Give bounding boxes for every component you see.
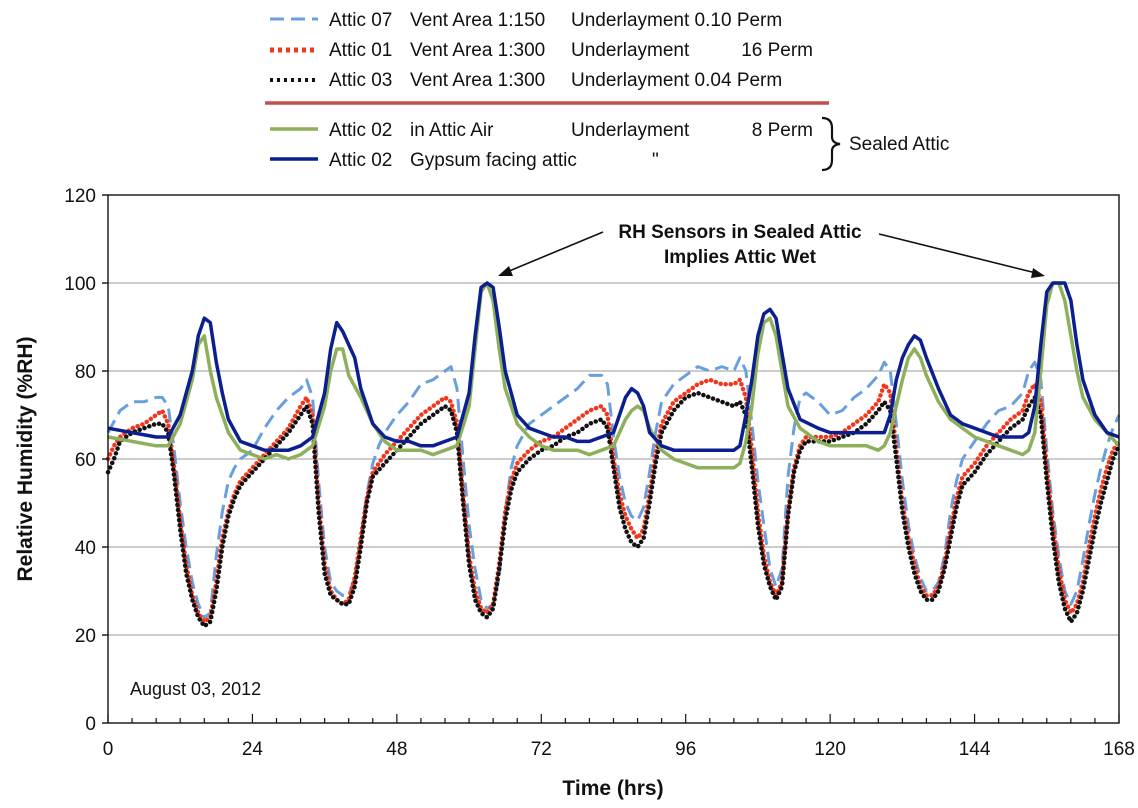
x-tick-label: 168 [1103, 739, 1135, 760]
x-tick-label: 0 [103, 739, 114, 760]
legend-attic-label: Attic 07 [329, 10, 392, 31]
legend-vent-label: Gypsum facing attic [410, 150, 577, 171]
series-attic07 [106, 356, 1121, 619]
x-axis-ticks: 0 24 48 72 96 120 144 168 [103, 714, 1135, 760]
x-tick-label: 24 [242, 739, 264, 760]
sealed-attic-bracket [821, 116, 841, 172]
legend-entry-attic02-gypsum: Attic 02 Gypsum facing attic " [270, 150, 659, 171]
x-axis-title: Time (hrs) [562, 777, 663, 800]
legend-entry-attic02-air: Attic 02 in Attic Air Underlayment 8 Per… [270, 120, 813, 141]
x-tick-label: 144 [959, 739, 991, 760]
date-label: August 03, 2012 [130, 679, 261, 699]
annotation-arrow-right [878, 233, 1041, 275]
legend-attic-label: Attic 02 [329, 150, 392, 171]
legend-attic-label: Attic 03 [329, 70, 392, 91]
legend-vent-label: Vent Area 1:300 [410, 40, 545, 61]
legend-entry-attic03: Attic 03 Vent Area 1:300 Underlayment 0.… [270, 70, 782, 91]
y-tick-label: 60 [75, 450, 96, 471]
annotation-line1: RH Sensors in Sealed Attic [618, 222, 862, 243]
series-attic01 [105, 377, 1122, 625]
y-axis-title: Relative Humidity (%RH) [14, 336, 37, 581]
legend: Attic 07 Vent Area 1:150 Underlayment 0.… [265, 10, 949, 172]
series-layer [105, 281, 1122, 629]
y-tick-label: 80 [75, 362, 96, 383]
y-tick-label: 20 [75, 626, 96, 647]
y-tick-label: 40 [75, 538, 96, 559]
annotation-arrow-left [501, 231, 604, 275]
legend-ditto-mark: " [652, 150, 659, 171]
x-tick-label: 120 [814, 739, 846, 760]
legend-underlayment-label: Underlayment [571, 120, 690, 141]
legend-vent-label: in Attic Air [410, 120, 494, 141]
legend-entry-attic07: Attic 07 Vent Area 1:150 Underlayment 0.… [270, 10, 782, 31]
legend-perm-label: 8 Perm [752, 120, 813, 141]
annotation-line2: Implies Attic Wet [664, 247, 817, 268]
legend-underlayment-label: Underlayment 0.04 Perm [571, 70, 782, 91]
y-tick-label: 100 [64, 274, 96, 295]
x-tick-label: 72 [531, 739, 552, 760]
legend-vent-label: Vent Area 1:150 [410, 10, 545, 31]
gridlines [108, 282, 1119, 636]
x-tick-label: 96 [675, 739, 696, 760]
y-axis-ticks: 0 20 40 60 80 100 120 [64, 186, 108, 735]
legend-attic-label: Attic 02 [329, 120, 392, 141]
annotation-arrowhead-right [1031, 268, 1045, 278]
legend-underlayment-label: Underlayment 0.10 Perm [571, 10, 782, 31]
legend-underlayment-label: Underlayment [571, 40, 690, 61]
annotation: RH Sensors in Sealed Attic Implies Attic… [498, 222, 1045, 278]
sealed-attic-label: Sealed Attic [849, 134, 949, 155]
legend-entry-attic01: Attic 01 Vent Area 1:300 Underlayment 16… [270, 40, 813, 61]
y-tick-label: 0 [85, 714, 96, 735]
series-attic02-gypsum [107, 281, 1120, 452]
legend-attic-label: Attic 01 [329, 40, 392, 61]
y-tick-label: 120 [64, 186, 96, 207]
x-tick-label: 48 [386, 739, 407, 760]
legend-perm-label: 16 Perm [741, 40, 813, 61]
legend-vent-label: Vent Area 1:300 [410, 70, 545, 91]
annotation-arrowhead-left [498, 266, 513, 276]
